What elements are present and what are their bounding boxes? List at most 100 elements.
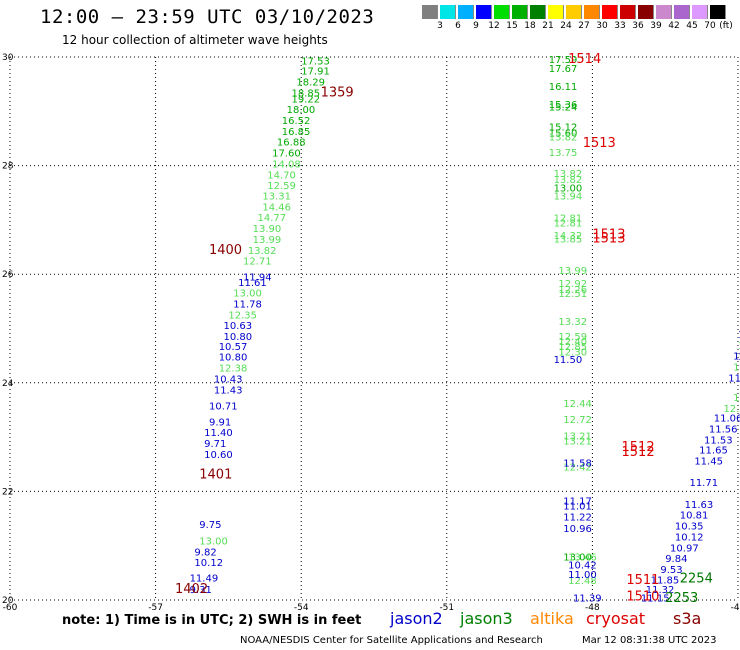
color-swatch <box>584 5 600 19</box>
wave-height-label: 19.22 <box>291 94 320 105</box>
wave-height-label: 17.59 <box>549 55 578 66</box>
wave-height-label: 10.12 <box>675 532 704 543</box>
footer-timestamp: Mar 12 08:31:38 UTC 2023 <box>582 635 717 646</box>
wave-height-label: 11.22 <box>563 512 592 523</box>
wave-height-label: 13.46 <box>568 553 597 564</box>
color-scale-label: 24 <box>560 21 572 31</box>
wave-height-label: 15.36 <box>549 100 578 111</box>
color-swatch <box>710 5 726 19</box>
wave-height-label: 11.61 <box>238 278 267 289</box>
wave-height-label: 17.91 <box>301 67 330 78</box>
wave-height-label: 14.08 <box>272 159 301 170</box>
color-scale-label: 9 <box>473 21 479 31</box>
wave-height-label: 9.71 <box>204 439 226 450</box>
wave-height-label: 15.12 <box>549 123 578 134</box>
legend-jason3: jason3 <box>460 609 513 628</box>
wave-height-label: 16.85 <box>282 127 311 138</box>
color-scale-unit: (ft) <box>719 21 733 31</box>
wave-height-label: 15.24 <box>549 102 578 113</box>
wave-height-label: 12.81 <box>554 214 583 225</box>
wave-height-label: 9.82 <box>194 548 216 559</box>
color-swatch <box>638 5 654 19</box>
legend-jason2: jason2 <box>390 609 443 628</box>
wave-height-label: 17.53 <box>301 56 330 67</box>
legend-s3a: s3a <box>673 609 702 628</box>
wave-height-label: 10.71 <box>209 402 238 413</box>
color-swatch <box>620 5 636 19</box>
wave-height-label: 10.80 <box>219 353 248 364</box>
wave-height-label: 13.32 <box>558 317 587 328</box>
wave-height-label: 10.81 <box>680 511 709 522</box>
wave-height-label: 11.56 <box>709 424 738 435</box>
wave-height-label: 11.45 <box>694 456 723 467</box>
color-scale-label: 21 <box>542 21 554 31</box>
wave-height-label: 11.12 <box>728 373 740 384</box>
wave-height-label: 11.32 <box>646 585 675 596</box>
wave-height-label: 16.11 <box>549 82 578 93</box>
wave-height-label: 11.71 <box>689 478 718 489</box>
color-swatch <box>656 5 672 19</box>
wave-height-label: 11.15 <box>641 593 670 604</box>
chart-title: 12:00 – 23:59 UTC 03/10/2023 <box>40 6 375 28</box>
color-scale-label: 33 <box>614 21 626 31</box>
wave-height-label: 10.12 <box>194 558 223 569</box>
wave-height-label: 13.82 <box>549 132 578 143</box>
wave-height-label: 17.60 <box>272 149 301 160</box>
pass-time-label: 1513 <box>592 231 625 246</box>
wave-height-label: 13.31 <box>262 191 291 202</box>
pass-time-label: 1401 <box>199 468 232 483</box>
pass-time-label: 1402 <box>175 582 208 597</box>
color-swatch <box>512 5 528 19</box>
x-tick-label: -60 <box>3 603 18 613</box>
wave-height-label: 12.26 <box>558 285 587 296</box>
wave-height-label: 13.75 <box>549 148 578 159</box>
wave-height-label: 13.82 <box>248 246 277 257</box>
wave-height-label: 13.00 <box>199 536 228 547</box>
wave-height-label: 13.99 <box>253 235 282 246</box>
pass-time-label: 2253 <box>665 591 698 606</box>
pass-time-label: 2254 <box>680 571 713 586</box>
wave-height-label: 11.53 <box>704 435 733 446</box>
axes: -60 -57 -54 -51 -48 -45 20 22 24 26 28 30 <box>2 53 740 613</box>
wave-height-label: 12.72 <box>563 415 592 426</box>
x-tick-label: -57 <box>148 603 163 613</box>
wave-height-label: 14.70 <box>267 170 296 181</box>
wave-height-label: 9.53 <box>660 565 682 576</box>
wave-height-label: 11.17 <box>563 497 592 508</box>
color-swatch <box>692 5 708 19</box>
pass-time-label: 1359 <box>321 85 354 100</box>
wave-height-label: 18.29 <box>296 77 325 88</box>
wave-height-label: 10.42 <box>568 561 597 572</box>
wave-height-label: 11.00 <box>568 570 597 581</box>
pass-time-label: 1512 <box>622 440 655 455</box>
wave-height-label: 11.78 <box>233 300 262 311</box>
wave-height-label: 12.30 <box>558 347 587 358</box>
legend-cryosat: cryosat <box>586 609 646 628</box>
y-tick-label: 26 <box>2 270 14 280</box>
wave-height-label: 12.81 <box>554 219 583 230</box>
wave-height-label: 11.06 <box>714 414 740 425</box>
color-swatch <box>494 5 510 19</box>
pass-time-label: 1514 <box>568 52 601 67</box>
color-scale-legend: 3 6 9 12 15 18 21 24 27 30 33 36 39 42 45 70 (ft) <box>422 5 733 33</box>
wave-height-label: 11 <box>738 330 740 341</box>
color-swatch <box>548 5 564 19</box>
wave-height-label: 11 <box>738 352 740 363</box>
color-swatch <box>458 5 474 19</box>
wave-height-label: 12.48 <box>568 576 597 587</box>
wave-height-label: 11.6 <box>733 352 740 363</box>
color-swatch <box>674 5 690 19</box>
wave-height-label: 17.67 <box>549 64 578 75</box>
color-scale-label: 6 <box>455 21 461 31</box>
wave-height-label: 14.77 <box>258 213 287 224</box>
wave-height-label: 13.00 <box>233 289 262 300</box>
wave-height-label: 9.31 <box>190 585 212 596</box>
wave-height-label: 12.71 <box>243 257 272 268</box>
color-scale-label: 70 <box>704 21 716 31</box>
color-scale-label: 18 <box>524 21 536 31</box>
color-swatch <box>440 5 456 19</box>
y-tick-label: 24 <box>2 379 14 389</box>
wave-height-label: 13.21 <box>563 436 592 447</box>
wave-height-label: 12.38 <box>219 364 248 375</box>
